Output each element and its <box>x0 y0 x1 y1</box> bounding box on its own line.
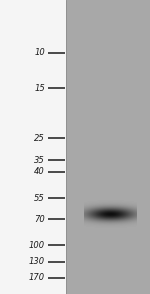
Text: 130: 130 <box>29 257 45 266</box>
Text: 55: 55 <box>34 194 45 203</box>
Bar <box>66 0 150 294</box>
Text: 70: 70 <box>34 215 45 223</box>
Text: 100: 100 <box>29 241 45 250</box>
Text: 35: 35 <box>34 156 45 165</box>
Text: 15: 15 <box>34 84 45 93</box>
Text: 170: 170 <box>29 273 45 282</box>
Text: 10: 10 <box>34 49 45 57</box>
Text: 40: 40 <box>34 168 45 176</box>
Text: 25: 25 <box>34 134 45 143</box>
